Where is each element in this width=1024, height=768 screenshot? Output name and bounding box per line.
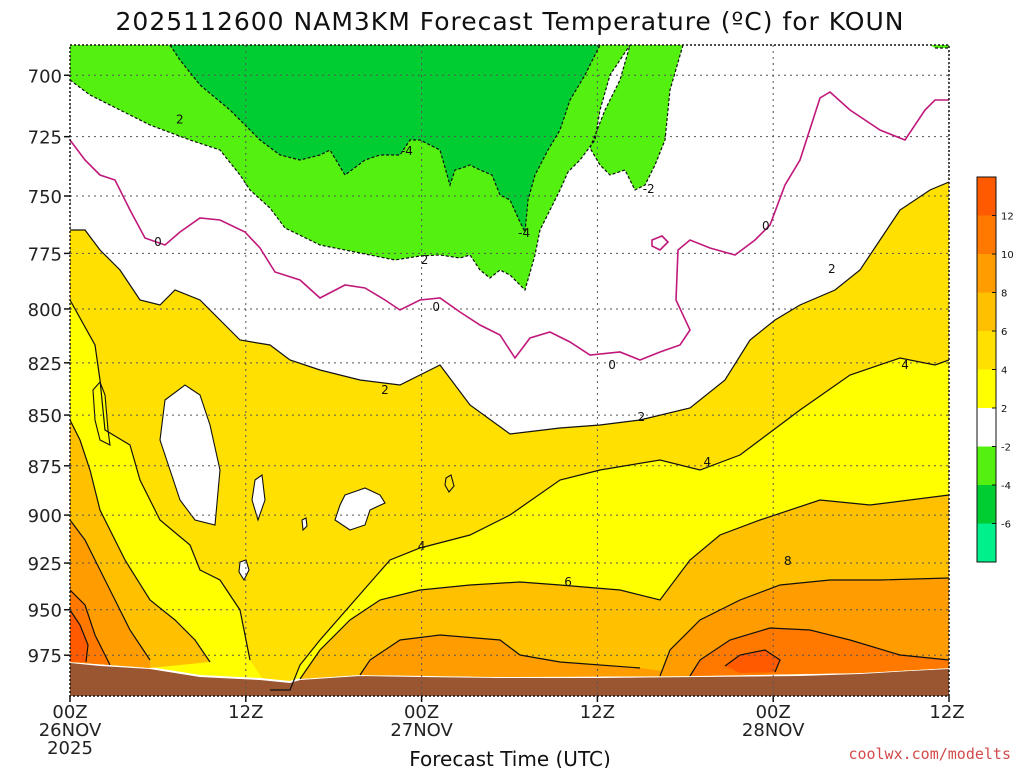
- contour-12: [70, 609, 781, 673]
- colorbar-segment: [977, 485, 996, 524]
- pocket-white: [301, 517, 308, 532]
- x-tick-label: 28NOV: [742, 720, 805, 741]
- x-axis-label: Forecast Time (UTC): [409, 747, 611, 768]
- contour-label: 2: [638, 410, 646, 424]
- band-8-10: [70, 520, 949, 677]
- colorbar-segment: [977, 177, 996, 216]
- pocket-white: [159, 384, 221, 526]
- contour-label: 4: [418, 539, 426, 553]
- colorbar: -6 -4 -2 2 4 6 8 10 12: [976, 176, 1014, 563]
- contour-lines: [70, 45, 949, 691]
- colorbar-tick-label: 6: [1001, 327, 1007, 338]
- colorbar-tick-label: -6: [1001, 520, 1011, 531]
- contour-6: [70, 419, 949, 680]
- contour-2: [70, 181, 949, 435]
- ground-edge: [70, 661, 949, 684]
- colorbar-tick-label: 10: [1001, 250, 1014, 261]
- contour-zero-lines: [70, 91, 949, 361]
- pocket-white-small: [444, 474, 455, 493]
- contour-label: 2: [176, 113, 184, 127]
- contour-label: -2: [643, 182, 655, 196]
- x-tick-label: 00Z: [756, 702, 791, 723]
- contour-label: 4: [901, 358, 909, 372]
- band-minus6-minus4: [170, 45, 600, 232]
- y-tick-label: 800: [28, 300, 62, 321]
- y-tick-label: 975: [28, 646, 62, 667]
- credit-text: coolwx.com/modelts: [848, 745, 1011, 763]
- pocket-white: [251, 474, 266, 522]
- colorbar-segment: [977, 523, 996, 563]
- contour-label: 0: [762, 219, 770, 233]
- x-tick-label: 12Z: [929, 702, 964, 723]
- colorbar-tick-label: 12: [1001, 212, 1014, 223]
- x-tick-label: 2025: [47, 738, 93, 759]
- colorbar-segment: [977, 369, 996, 409]
- pocket-white: [238, 559, 250, 582]
- y-tick-label: 750: [28, 187, 62, 208]
- contour-label: 4: [703, 455, 711, 469]
- contour-label: 0: [608, 358, 616, 372]
- x-tick-label: 12Z: [580, 702, 615, 723]
- x-tick-label: 12Z: [228, 702, 263, 723]
- y-tick-label: 825: [28, 354, 62, 375]
- contour-label: 2: [828, 262, 836, 276]
- chart-title: 2025112600 NAM3KM Forecast Temperature (…: [116, 7, 905, 36]
- x-tick-label: 00Z: [52, 702, 87, 723]
- colorbar-segment: [977, 215, 996, 255]
- colorbar-segment: [977, 446, 996, 486]
- ground-terrain: [70, 662, 949, 696]
- y-tick-label: 700: [28, 66, 62, 87]
- band-10-12: [70, 590, 949, 676]
- colorbar-tick-label: -2: [1001, 443, 1011, 454]
- contour-minus4: [169, 45, 601, 235]
- y-tick-label: 900: [28, 506, 62, 527]
- x-tick-label: 00Z: [404, 702, 439, 723]
- y-tick-label: 725: [28, 128, 62, 149]
- y-tick-label: 775: [28, 244, 62, 265]
- contour-label: 6: [564, 575, 572, 589]
- y-tick-label: 950: [28, 601, 62, 622]
- colorbar-segment: [977, 408, 996, 447]
- contour-label: -4: [401, 144, 413, 158]
- contour-label: -4: [518, 226, 530, 240]
- plot-frame: [69, 44, 950, 697]
- colorbar-tick-label: 8: [1001, 289, 1007, 300]
- gridlines: [70, 45, 949, 696]
- contour-4: [70, 299, 949, 691]
- y-tick-label: 875: [28, 457, 62, 478]
- x-tick-label: 26NOV: [39, 720, 102, 741]
- contour-0: [70, 91, 949, 361]
- contour-label: 2: [381, 383, 389, 397]
- contour-label: 2: [421, 253, 429, 267]
- contour-label: 0: [432, 300, 440, 314]
- colorbar-segment: [977, 331, 996, 370]
- colorbar-tick-label: 2: [1001, 404, 1007, 415]
- contour-label: 0: [154, 235, 162, 249]
- contour-minus2: [70, 45, 949, 292]
- colorbar-segment: [977, 254, 996, 293]
- colorbar-tick-label: -4: [1001, 481, 1011, 492]
- x-tick-label: 27NOV: [390, 720, 453, 741]
- y-axis: 700 725 750 775 800 825 850 875 900 925 950 975: [28, 66, 70, 667]
- colorbar-tick-label: 4: [1001, 366, 1007, 377]
- contour-0-closed: [651, 235, 670, 251]
- contour-label: 8: [784, 554, 792, 568]
- y-tick-label: 850: [28, 406, 62, 427]
- contour-labels: 2 0 -4 2 0 -4 -2 0 2 0 2 2 4 4 4 6 8: [154, 113, 909, 589]
- contour-10: [70, 589, 949, 677]
- pocket-white: [334, 487, 386, 531]
- plot-area: 2 0 -4 2 0 -4 -2 0 2 0 2 2 4 4 4 6 8: [70, 45, 949, 696]
- y-tick-label: 925: [28, 554, 62, 575]
- colorbar-segment: [977, 292, 996, 332]
- contour-8: [70, 519, 949, 677]
